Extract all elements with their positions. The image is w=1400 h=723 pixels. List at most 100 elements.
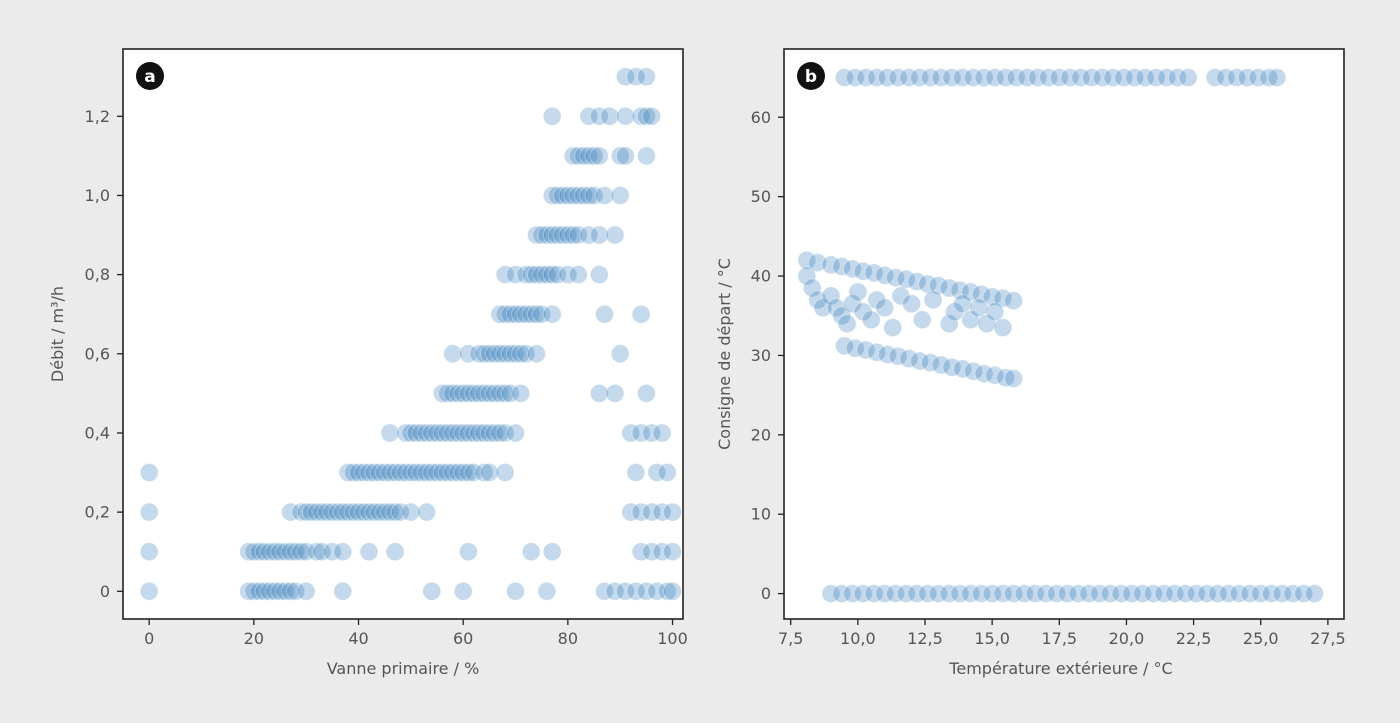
panel-a-point [542,265,562,285]
panel-b-point [1028,68,1048,88]
panel-b-x-tick-label: 20,0 [1109,629,1145,648]
panel-a-point [636,106,656,126]
panel-a-point [291,542,311,562]
panel-b-point [1208,584,1228,604]
panel-b-point [993,318,1013,338]
panel-b-point [1178,68,1198,88]
panel-a-point [469,423,489,443]
panel-a-point [401,463,421,482]
panel-b-point [853,302,873,322]
panel-a-point [516,304,536,324]
panel-b-point [1125,68,1144,88]
panel-a-x-tick-label: 40 [348,629,368,648]
panel-b-y-tick-label: 60 [751,108,771,127]
panel-a-point [542,106,562,126]
panel-a-point [642,502,662,522]
panel-b-x-ticks: 7,5 10,0 12,5 15,0 17,5 20,0 22,5 25,0 27,5 [778,619,1346,648]
panel-a-point [333,542,353,562]
panel-b-point [1262,584,1281,604]
panel-b-point [1079,584,1099,604]
panel-a-point [375,502,395,522]
panel-a-point [464,383,484,403]
panel-a-point [322,542,342,562]
panel-b-point [1068,584,1088,604]
panel-a-point [516,344,536,364]
panel-a-point [542,186,562,205]
panel-b-point [1154,584,1174,604]
panel-b-point [856,68,876,88]
panel-b-point [877,345,897,365]
panel-a-point [605,225,625,245]
panel-b-y-ticks: 0 10 20 30 40 50 60 [751,108,784,603]
panel-b-point [920,353,940,373]
panel-b-point [953,294,973,314]
panel-b-point [886,268,905,288]
panel-a-point [139,581,159,601]
panel-a-point [396,463,416,482]
panel-b-point [1122,584,1142,604]
panel-a-point [281,542,300,562]
panel-a-plot-area [123,49,683,619]
panel-b-x-tick-label: 25,0 [1243,629,1279,648]
panel-a-point [286,542,306,562]
panel-a-point [338,502,358,522]
panel-a-point [422,581,442,601]
panel-b-point [843,584,862,604]
panel-b-points [797,68,1324,604]
panel-a-point [312,502,332,522]
panel-a-point [621,423,641,443]
panel-b-frame [783,48,1345,620]
panel-b-point [864,584,884,604]
panel-a-point [506,423,525,443]
panel-b-point [826,298,846,318]
panel-b-point [985,68,1005,88]
panel-b-point [867,290,887,310]
panel-b-point [1057,584,1077,604]
panel-a-point [448,423,468,443]
panel-a-point [354,502,374,522]
panel-b-point [912,310,932,330]
panel-a-point [490,383,510,403]
panel-a-point [657,581,677,601]
panel-b-point [1014,584,1034,604]
panel-a-point [615,67,635,87]
panel-a-point [139,542,159,562]
panel-a-point [500,304,520,324]
panel-a-point [443,423,463,443]
panel-a-point [563,186,583,205]
panel-a-point [443,463,463,482]
panel-a-point [537,265,557,285]
panel-a-point [390,463,410,482]
panel-a-point [139,463,159,482]
panel-b-point [1100,584,1120,604]
panel-b-point [1283,584,1303,604]
panel-a-point [464,423,484,443]
panel-b-point [899,349,919,369]
panel-b-point [888,346,908,366]
panel-a-point [349,502,368,522]
panel-b-point [808,290,828,310]
panel-a-point [631,106,651,126]
panel-a-point [657,463,677,482]
panel-a-point [610,186,630,205]
panel-b-point [993,288,1013,308]
panel-a-point [636,67,656,87]
panel-a-point [500,383,520,403]
panel-a-point [275,581,295,601]
panel-b-x-tick-label: 17,5 [1041,629,1077,648]
panel-b-point [856,340,876,360]
panel-b-point [974,364,994,384]
panel-a-point [490,423,510,443]
panel-a-point [458,423,478,443]
panel-b-point [1004,584,1024,604]
panel-a-point [579,186,599,205]
panel-a-point [485,344,505,364]
panel-a-point [359,502,379,522]
panel-a-point [479,344,499,364]
panel-b-point [961,310,981,330]
panel-a-point [605,383,625,403]
panel-a-point [354,463,374,482]
panel-a-point [479,383,499,403]
panel-a-point [448,383,468,403]
panel-a-point [500,344,520,364]
